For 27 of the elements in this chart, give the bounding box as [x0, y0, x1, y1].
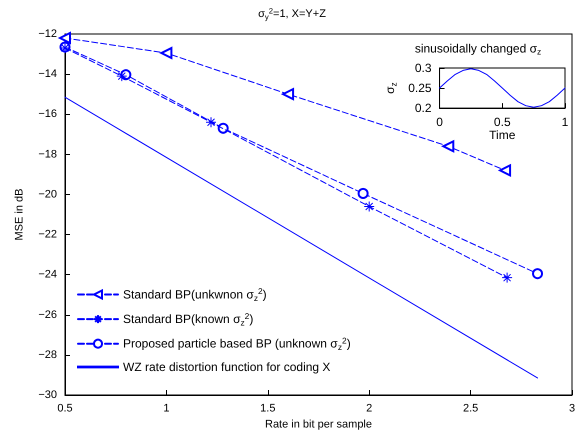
x-axis-title: Rate in bit per sample	[265, 418, 372, 430]
x-tick-label: 1.5	[260, 402, 276, 414]
y-tick-label: −14	[38, 68, 57, 80]
y-tick-label: 0.2	[414, 101, 432, 116]
x-tick-label: 1	[562, 115, 569, 130]
y-tick-label: 0.25	[408, 81, 432, 96]
y-tick-label: −18	[38, 148, 57, 160]
x-tick-label: 1	[163, 402, 170, 414]
x-tick-label: 0.5	[494, 115, 511, 130]
y-axis-title: MSE in dB	[14, 188, 26, 240]
x-axis-title: Time	[489, 128, 516, 142]
y-tick-label: −20	[38, 188, 57, 200]
x-tick-label: 2.5	[462, 402, 478, 414]
y-tick-label: −28	[38, 348, 57, 361]
y-tick-label: 0.3	[414, 61, 432, 75]
y-tick-label: −30	[38, 389, 57, 401]
y-tick-label: −22	[38, 228, 57, 241]
y-tick-label: −12	[38, 28, 57, 40]
x-tick-label: 0	[436, 115, 444, 130]
x-tick-label: 3	[568, 402, 576, 414]
legend-label: WZ rate distortion function for coding X	[123, 360, 330, 374]
y-tick-label: −24	[38, 268, 57, 281]
y-axis-title: σz	[383, 82, 398, 94]
y-tick-label: −16	[38, 108, 57, 120]
x-tick-label: 0.5	[57, 402, 73, 414]
y-tick-label: −26	[38, 308, 57, 321]
x-tick-label: 2	[366, 402, 372, 414]
